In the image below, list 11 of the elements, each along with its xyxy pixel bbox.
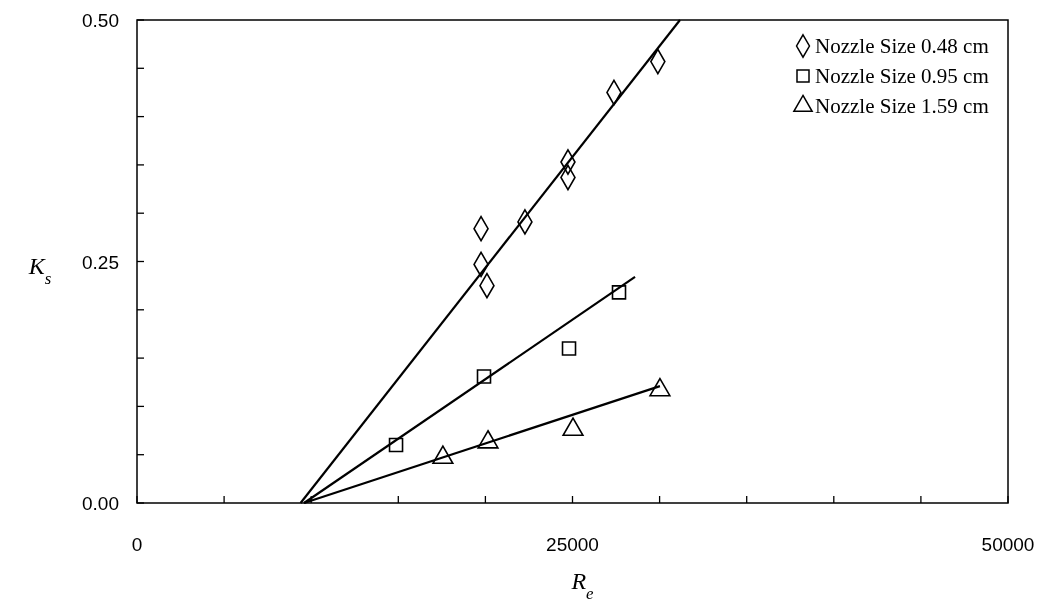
y-tick-label: 0.50 bbox=[82, 10, 119, 31]
y-tick-label: 0.00 bbox=[82, 493, 119, 514]
y-axis-title: K$_{s}$ bbox=[27, 252, 52, 287]
x-tick-label: 50000 bbox=[981, 534, 1035, 555]
legend-label: Nozzle Size 0.48 cm bbox=[815, 34, 989, 58]
y-tick-label: 0.25 bbox=[82, 251, 119, 273]
x-axis-title: R$_{e}$ bbox=[570, 568, 595, 603]
x-tick-label: 0 bbox=[131, 534, 143, 555]
legend-label: Nozzle Size 1.59 cm bbox=[815, 94, 989, 118]
x-tick-label: 25000 bbox=[546, 534, 599, 555]
legend-label: Nozzle Size 0.95 cm bbox=[815, 64, 989, 88]
